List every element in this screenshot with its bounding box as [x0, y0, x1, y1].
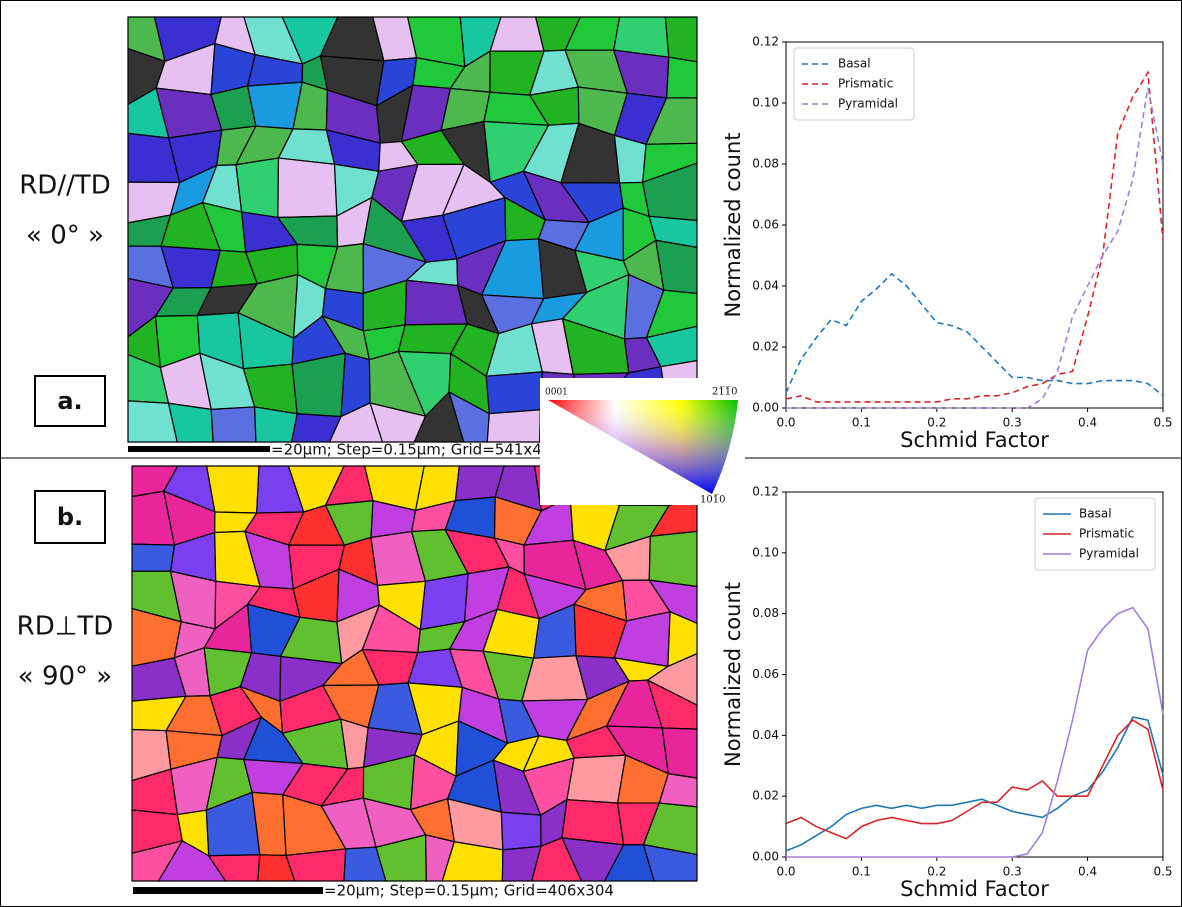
scale-text: =20µm; Step=0.15µm; Grid=541x405: [271, 441, 561, 459]
y-tick-label: 0.10: [752, 545, 779, 559]
x-tick-label: 0.5: [1153, 865, 1172, 879]
x-axis-label: Schmid Factor: [900, 877, 1049, 901]
grain: [236, 158, 279, 217]
grain: [667, 57, 697, 98]
grain: [662, 728, 697, 778]
y-tick-label: 0.00: [752, 401, 779, 415]
y-axis-label: Normalized count: [721, 132, 745, 317]
grain: [486, 372, 542, 414]
y-tick-label: 0.08: [752, 606, 779, 620]
figure: RD//TD « 0° » a. RD⊥TD « 90° » b. =20µm;…: [0, 0, 1182, 907]
ipf-label: 21̅1̅0: [712, 387, 737, 398]
legend-label: Prismatic: [838, 77, 893, 91]
panel-label: a.: [57, 387, 82, 415]
legend-label: Pyramidal: [838, 97, 898, 111]
y-tick-label: 0.10: [752, 96, 779, 110]
panel-label: b.: [57, 503, 83, 531]
x-tick-label: 0.4: [1078, 865, 1097, 879]
x-tick-label: 0.5: [1153, 416, 1172, 430]
grain: [132, 544, 174, 571]
scale-text: =20µm; Step=0.15µm; Grid=406x304: [324, 882, 614, 900]
y-axis-label: Normalized count: [721, 582, 745, 767]
grain: [420, 574, 468, 630]
grain: [665, 17, 697, 62]
y-tick-label: 0.00: [752, 850, 779, 864]
grain: [292, 353, 345, 416]
y-tick-label: 0.02: [752, 340, 779, 354]
grain: [501, 812, 541, 850]
ipf-label: 0001: [545, 388, 568, 398]
y-tick-label: 0.12: [752, 35, 779, 49]
ipf-label: 101̅0: [700, 495, 725, 506]
grain: [278, 158, 337, 217]
orientation-text: « 90° »: [18, 662, 112, 692]
x-tick-label: 0.1: [852, 865, 871, 879]
grain: [487, 410, 540, 442]
y-tick-label: 0.06: [752, 667, 779, 681]
scale-bar: [128, 446, 270, 452]
x-tick-label: 0.0: [776, 416, 795, 430]
grain: [562, 800, 624, 845]
grain: [255, 407, 297, 442]
legend-label: Pyramidal: [1079, 547, 1139, 561]
legend-label: Basal: [1079, 507, 1112, 521]
y-tick-label: 0.04: [752, 728, 779, 742]
legend-label: Prismatic: [1079, 527, 1134, 541]
ipf-legend: 0001 21̅1̅0 101̅0: [540, 378, 745, 506]
orientation-text: « 0° »: [26, 221, 104, 251]
grain: [614, 135, 646, 183]
y-tick-label: 0.02: [752, 789, 779, 803]
x-axis-label: Schmid Factor: [900, 428, 1049, 452]
grain: [207, 466, 259, 513]
y-tick-label: 0.04: [752, 279, 779, 293]
scale-bar: [133, 887, 323, 894]
ebsd-map: [132, 466, 697, 881]
grain: [649, 531, 697, 586]
x-tick-label: 0.0: [776, 865, 795, 879]
grain: [567, 755, 626, 803]
grain: [211, 407, 256, 442]
y-tick-label: 0.06: [752, 218, 779, 232]
y-tick-label: 0.12: [752, 485, 779, 499]
orientation-text: RD//TD: [19, 171, 111, 201]
orientation-text: RD⊥TD: [17, 612, 114, 642]
x-tick-label: 0.1: [852, 416, 871, 430]
x-tick-label: 0.4: [1078, 416, 1097, 430]
y-tick-label: 0.08: [752, 157, 779, 171]
legend-label: Basal: [838, 57, 871, 71]
